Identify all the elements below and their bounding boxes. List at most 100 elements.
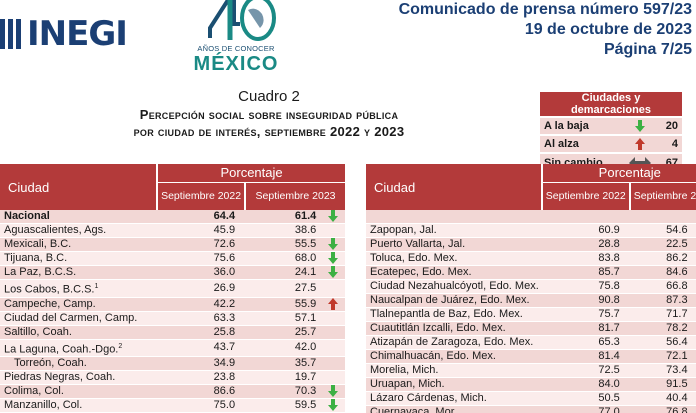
- city-cell: Tijuana, B.C.: [0, 251, 158, 266]
- city-name: Mexicali, B.C.: [4, 238, 72, 250]
- table-row: La Laguna, Coah.-Dgo.2 43.7 42.0: [0, 339, 345, 358]
- value-2022: 34.9: [157, 356, 246, 372]
- value-2023: 40.4: [629, 391, 692, 406]
- down-arrow-icon: [691, 349, 696, 364]
- no-trend-indicator: [691, 223, 696, 238]
- table-row: [366, 210, 696, 224]
- table-row: Lázaro Cárdenas, Mich. 50.5 40.4: [366, 391, 696, 406]
- down-arrow-icon: [625, 116, 656, 135]
- city-name: Nacional: [4, 210, 50, 222]
- city-name: Naucalpan de Juárez, Edo. Mex.: [370, 294, 530, 306]
- no-trend-indicator: [691, 293, 696, 308]
- city-cell: Zapopan, Jal.: [366, 223, 542, 238]
- column-header-2023: Septiembre 2023: [244, 181, 345, 210]
- value-2023: 70.3: [245, 384, 321, 400]
- value-2023: 61.4: [245, 210, 321, 224]
- city-name: Torreón, Coah.: [14, 357, 87, 370]
- press-number: Comunicado de prensa número 597/23: [398, 1, 692, 18]
- table-row: Ecatepec, Edo. Mex. 85.7 84.6: [366, 265, 696, 280]
- no-trend-indicator: [320, 356, 345, 372]
- table-row: Puerto Vallarta, Jal. 28.8 22.5: [366, 237, 696, 252]
- down-arrow-icon: [320, 210, 345, 224]
- city-cell: La Paz, B.C.S.: [0, 265, 158, 280]
- no-trend-indicator: [320, 311, 345, 326]
- value-2023: 68.0: [245, 251, 321, 266]
- column-header-2022: Septiembre 2022: [540, 181, 630, 210]
- value-2022: 81.7: [541, 321, 630, 336]
- city-name: Puerto Vallarta, Jal.: [370, 238, 466, 250]
- city-cell: Morelia, Mich.: [366, 363, 542, 378]
- value-2023: 86.2: [629, 251, 692, 266]
- table-row: Toluca, Edo. Mex. 83.8 86.2: [366, 251, 696, 266]
- city-name: La Paz, B.C.S.: [4, 266, 77, 278]
- city-cell: Ciudad Nezahualcóyotl, Edo. Mex.: [366, 279, 542, 294]
- city-cell: Aguascalientes, Ags.: [0, 223, 158, 238]
- no-trend-indicator: [320, 279, 345, 298]
- table-row: Mexicali, B.C. 72.6 55.5: [0, 237, 345, 252]
- city-name: Atizapán de Zaragoza, Edo. Mex.: [370, 336, 534, 348]
- no-trend-indicator: [691, 321, 696, 336]
- table-row: Colima, Col. 86.6 70.3: [0, 384, 345, 400]
- city-cell: Atizapán de Zaragoza, Edo. Mex.: [366, 335, 542, 350]
- title-line-2: por ciudad de interés, septiembre 2022 y…: [133, 124, 405, 139]
- value-2023: 78.2: [629, 321, 692, 336]
- title-line-1: Percepción social sobre inseguridad públ…: [139, 107, 399, 122]
- city-name: Saltillo, Coah.: [4, 325, 72, 338]
- column-header-2023: Septiembre 2023: [628, 181, 696, 210]
- table-title-block: Cuadro 2 Percepción social sobre insegur…: [84, 88, 454, 139]
- value-2022: 42.2: [157, 297, 246, 312]
- value-2022: 90.8: [541, 293, 630, 308]
- legend-count: 4: [655, 134, 682, 153]
- value-2023: 72.1: [629, 349, 692, 364]
- down-arrow-icon: [691, 279, 696, 294]
- no-trend-indicator: [691, 210, 696, 224]
- table-row: Campeche, Camp. 42.2 55.9: [0, 297, 345, 312]
- value-2023: 59.5: [245, 398, 321, 413]
- cuadro-label: Cuadro 2: [238, 88, 300, 105]
- anniversary-forty-icon: [208, 0, 276, 41]
- city-cell: Lázaro Cárdenas, Mich.: [366, 391, 542, 406]
- city-name: Ciudad Nezahualcóyotl, Edo. Mex.: [370, 280, 539, 292]
- table-row: Ciudad del Carmen, Camp. 63.3 57.1: [0, 311, 345, 326]
- no-trend-indicator: [691, 405, 696, 413]
- value-2022: 50.5: [541, 391, 630, 406]
- inegi-logo: INEGI: [0, 14, 128, 54]
- value-2023: 38.6: [245, 223, 321, 238]
- inegi-logo-text: INEGI: [27, 14, 128, 54]
- table-row: Los Cabos, B.C.S.1 26.9 27.5: [0, 279, 345, 298]
- anniversary-subtitle: AÑOS DE CONOCER: [197, 44, 275, 53]
- city-cell: Campeche, Camp.: [0, 297, 158, 312]
- value-2023: 25.7: [245, 325, 321, 340]
- value-2023: 35.7: [245, 356, 321, 372]
- column-header-percentage: Porcentaje: [156, 164, 345, 182]
- down-arrow-icon: [320, 384, 345, 400]
- column-header-2022: Septiembre 2022: [156, 181, 246, 210]
- table-row: Chimalhuacán, Edo. Mex. 81.4 72.1: [366, 349, 696, 364]
- footnote-marker: 2: [118, 342, 123, 350]
- no-trend-indicator: [320, 370, 345, 386]
- table-row: Atizapán de Zaragoza, Edo. Mex. 65.3 56.4: [366, 335, 696, 350]
- value-2023: 73.4: [629, 363, 692, 378]
- value-2022: 75.7: [541, 307, 630, 322]
- value-2022: [541, 210, 630, 224]
- value-2022: 65.3: [541, 335, 630, 350]
- city-name: Cuautitlán Izcalli, Edo. Mex.: [370, 322, 506, 334]
- city-cell: Mexicali, B.C.: [0, 237, 158, 252]
- table-row: Saltillo, Coah. 25.8 25.7: [0, 325, 345, 340]
- value-2022: 77.0: [541, 405, 630, 413]
- column-header-city: Ciudad: [366, 164, 542, 210]
- value-2023: 55.9: [245, 297, 321, 312]
- city-cell: Toluca, Edo. Mex.: [366, 251, 542, 266]
- value-2022: 86.6: [157, 384, 246, 400]
- legend-label: Al alza: [540, 134, 626, 153]
- city-cell: Piedras Negras, Coah.: [0, 370, 158, 386]
- value-2022: 28.8: [541, 237, 630, 252]
- city-cell: Tlalnepantla de Baz, Edo. Mex.: [366, 307, 542, 322]
- down-arrow-icon: [691, 391, 696, 406]
- city-name: Colima, Col.: [4, 385, 64, 398]
- anniversary-country: MÉXICO: [193, 53, 279, 75]
- footnote-marker: 1: [94, 283, 99, 290]
- table-row: Cuautitlán Izcalli, Edo. Mex. 81.7 78.2: [366, 321, 696, 336]
- page-number: Página 7/25: [603, 41, 692, 58]
- city-cell: Torreón, Coah.: [0, 356, 158, 372]
